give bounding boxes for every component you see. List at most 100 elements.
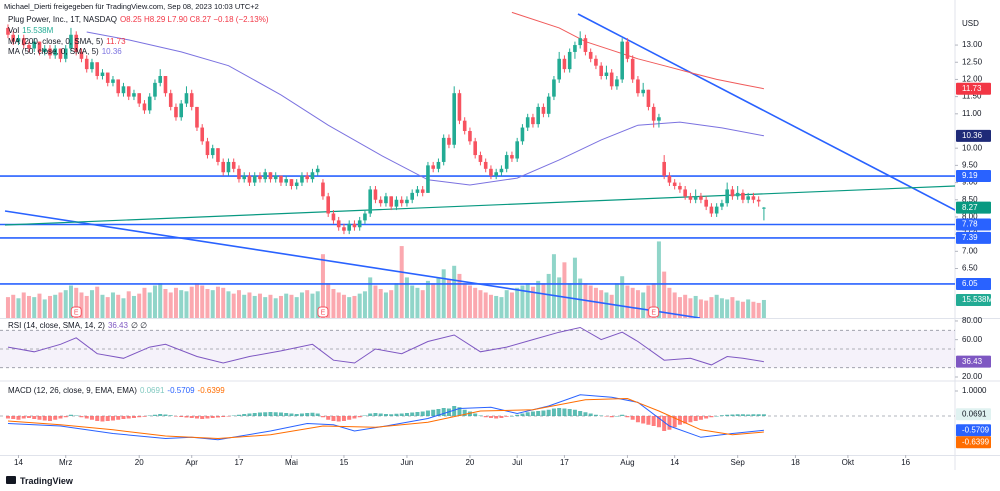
histogram-bar	[593, 414, 598, 416]
volume-bar	[221, 287, 226, 318]
volume-bar	[641, 292, 646, 318]
volume-bar	[189, 286, 194, 318]
volume-bar	[89, 290, 94, 318]
histogram-bar	[200, 416, 205, 419]
histogram-bar	[735, 414, 740, 416]
volume-bar	[289, 294, 294, 318]
volume-bar	[200, 285, 205, 318]
y-tick-label: 11.00	[962, 109, 982, 118]
histogram-bar	[672, 416, 677, 428]
volume-bar	[646, 285, 651, 318]
candle-body	[552, 79, 556, 97]
histogram-bar	[751, 414, 756, 416]
candle-body	[720, 203, 724, 207]
histogram-label: 0.0691	[962, 409, 987, 418]
candle-body	[625, 41, 630, 59]
volume-bar	[756, 302, 761, 318]
candle-body	[32, 41, 37, 49]
volume-bar	[467, 285, 472, 318]
level-label-box	[956, 231, 991, 244]
candle-body	[756, 199, 761, 202]
volume-bar	[95, 286, 100, 318]
y-tick-label: 9.00	[962, 178, 978, 187]
last-price-label: 8.27	[962, 203, 978, 212]
candle-body	[200, 127, 205, 142]
histogram-bar	[74, 415, 79, 416]
volume-bar	[578, 278, 583, 318]
candle-body	[352, 223, 357, 228]
volume-bar	[158, 283, 163, 318]
candle-body	[483, 161, 488, 169]
volume-bar	[58, 292, 63, 318]
histogram-bar	[116, 416, 121, 420]
histogram-bar	[656, 416, 661, 428]
histogram-bar	[357, 416, 362, 418]
volume-bar	[452, 265, 457, 318]
candle-body	[751, 196, 756, 200]
x-tick-label: 18	[791, 458, 800, 467]
candle-body	[247, 175, 252, 183]
candle-body	[242, 175, 247, 180]
candle-body	[84, 58, 89, 70]
histogram-bar	[242, 414, 247, 416]
histogram-bar	[625, 416, 630, 418]
histogram-bar	[16, 416, 21, 420]
candle-body	[231, 161, 236, 169]
histogram-bar	[756, 414, 761, 416]
volume-bar	[373, 285, 378, 318]
volume-bar	[226, 291, 231, 318]
y-tick-label: 80.00	[962, 316, 983, 325]
volume-bar	[404, 277, 409, 318]
candle-body	[478, 155, 483, 162]
volume-bar	[446, 279, 451, 318]
candle-body	[646, 89, 651, 107]
histogram-bar	[483, 416, 488, 418]
histogram-bar	[368, 413, 373, 416]
volume-label: 15.538M	[962, 295, 993, 304]
candle-body	[452, 93, 456, 145]
volume-bar	[557, 277, 562, 318]
candle-body	[116, 79, 121, 94]
candle-body	[415, 189, 420, 193]
logo	[6, 476, 16, 484]
volume-bar	[488, 294, 493, 318]
histogram-bar	[536, 411, 541, 416]
candle-body	[405, 199, 409, 204]
volume-bar	[205, 288, 210, 318]
histogram-bar	[210, 416, 215, 418]
volume-bar	[347, 297, 352, 318]
candle-body	[630, 58, 635, 80]
legend-macd: MACD (12, 26, close, 9, EMA, EMA) 0.0691-…	[8, 386, 228, 396]
ma-value-label: 11.73	[962, 84, 982, 93]
candle-body	[237, 168, 241, 180]
histogram-bar	[126, 416, 131, 419]
volume-bar	[746, 299, 751, 318]
volume-bar	[509, 292, 514, 318]
volume-bar	[179, 290, 184, 318]
footer-brand: TradingView	[20, 476, 73, 486]
histogram-bar	[620, 414, 625, 416]
y-tick-label: 6.50	[962, 264, 978, 273]
candle-body	[730, 189, 735, 197]
histogram-bar	[431, 409, 436, 416]
volume-bar	[499, 297, 504, 318]
earnings-label: E	[651, 309, 656, 316]
y-tick-label: 8.00	[962, 212, 978, 221]
candle-body	[735, 192, 740, 197]
volume-bar	[21, 292, 26, 318]
histogram-bar	[5, 416, 10, 419]
volume-bar	[215, 286, 220, 318]
candle-body	[499, 168, 504, 173]
legend-extra: ∅ ∅	[130, 321, 148, 330]
candle-body	[426, 165, 430, 193]
volume-bar	[263, 297, 268, 318]
earnings-label: E	[74, 309, 79, 316]
candle-body	[205, 141, 210, 156]
histogram-bar	[294, 414, 299, 416]
earnings-label: E	[321, 309, 326, 316]
volume-bar	[231, 293, 236, 318]
volume-bar	[630, 287, 635, 318]
histogram-bar	[168, 415, 173, 416]
volume-bar	[326, 283, 331, 318]
volume-bar	[84, 295, 89, 318]
